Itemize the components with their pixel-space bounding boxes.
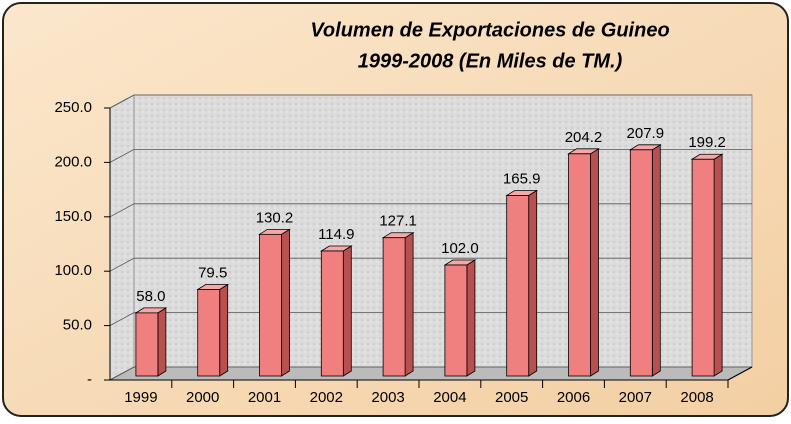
- chart-title: 1999-2008 (En Miles de TM.): [358, 50, 623, 72]
- bar-face: [528, 189, 538, 377]
- data-label: 127.1: [379, 213, 417, 230]
- bar: [258, 228, 291, 377]
- bar-face: [444, 264, 468, 377]
- bar: [567, 148, 600, 377]
- data-label: 199.2: [688, 134, 726, 151]
- grid-line: [109, 94, 752, 109]
- data-label: 130.2: [256, 209, 294, 226]
- x-tick-label: 2005: [495, 389, 528, 406]
- bar-face: [219, 283, 229, 377]
- grid-line: [109, 366, 752, 381]
- y-tick-label: 150.0: [54, 208, 92, 225]
- bar-face: [404, 231, 414, 377]
- grid-line: [109, 312, 752, 326]
- bar-face: [651, 144, 661, 377]
- bar: [319, 245, 353, 377]
- grid-line: [109, 148, 752, 163]
- x-tick-label: 2000: [186, 389, 219, 406]
- data-label: 204.2: [565, 129, 603, 146]
- x-tick-label: 2003: [371, 389, 404, 406]
- x-tick-label: 2006: [557, 389, 590, 406]
- bar: [628, 144, 662, 377]
- bar-face: [466, 259, 476, 377]
- y-tick-label: -: [87, 371, 92, 388]
- bar-face: [197, 289, 221, 377]
- bar-face: [691, 158, 715, 377]
- x-axis-depth: [727, 366, 753, 381]
- bar-face: [320, 250, 344, 377]
- data-label: 207.9: [627, 125, 665, 142]
- bar: [196, 283, 230, 377]
- y-tick-label: 250.0: [54, 99, 92, 116]
- x-tick-label: 2008: [680, 389, 713, 406]
- x-tick-label: 2004: [433, 389, 466, 406]
- bar: [134, 307, 168, 377]
- data-label: 102.0: [441, 240, 479, 257]
- chart-title: Volumen de Exportaciones de Guineo: [310, 19, 669, 41]
- x-tick-label: 2002: [310, 389, 343, 406]
- grid-line: [109, 257, 752, 272]
- bar: [690, 153, 724, 377]
- bar-face: [342, 245, 352, 377]
- bar: [443, 259, 477, 377]
- data-label: 79.5: [198, 264, 227, 281]
- bar-face: [590, 148, 599, 377]
- grid-line: [109, 203, 752, 218]
- bar-face: [259, 233, 282, 377]
- data-label: 58.0: [136, 288, 165, 305]
- y-tick-label: 200.0: [54, 153, 92, 170]
- bar-face: [157, 307, 167, 377]
- side-wall: [109, 94, 135, 381]
- bar-face: [135, 312, 159, 377]
- bar-face: [506, 195, 530, 377]
- data-label: 114.9: [318, 226, 354, 243]
- y-tick-label: 50.0: [63, 317, 92, 334]
- bar-face: [629, 149, 653, 377]
- x-tick-label: 2001: [248, 389, 281, 406]
- bar-face: [382, 237, 406, 377]
- y-tick-label: 100.0: [54, 262, 92, 279]
- bar-face: [713, 153, 723, 377]
- bar: [381, 231, 415, 377]
- data-label: 165.9: [503, 170, 541, 187]
- bar: [505, 189, 539, 377]
- bar-face: [281, 228, 290, 377]
- bar-face: [568, 153, 591, 377]
- x-tick-label: 1999: [124, 389, 157, 406]
- x-tick-label: 2007: [619, 389, 652, 406]
